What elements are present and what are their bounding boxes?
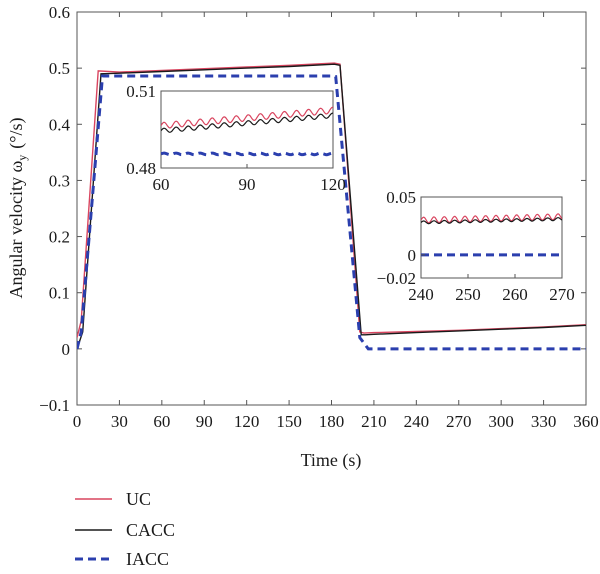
inset-y-tick-label: 0.05: [386, 188, 416, 207]
y-axis-label-subscript: y: [15, 155, 29, 161]
x-tick-label: 240: [404, 412, 430, 431]
x-tick-label: 30: [111, 412, 128, 431]
y-tick-label: 0.2: [49, 228, 70, 247]
y-tick-label: 0: [62, 340, 71, 359]
y-axis-label-unit: (°/s): [6, 117, 27, 148]
y-tick-label: 0.3: [49, 171, 70, 190]
inset-2-line-uc: [421, 213, 562, 224]
legend-item-iacc: IACC: [75, 549, 169, 569]
series-line-cacc: [77, 63, 586, 350]
x-tick-label: 210: [361, 412, 387, 431]
legend-item-uc: UC: [75, 489, 151, 509]
inset-x-tick-label: 120: [320, 175, 346, 194]
inset-x-tick-label: 260: [502, 285, 528, 304]
x-tick-label: 300: [488, 412, 514, 431]
inset-x-tick-label: 250: [455, 285, 481, 304]
x-axis-label: Time (s): [301, 450, 362, 471]
x-tick-label: 0: [73, 412, 82, 431]
x-tick-label: 150: [276, 412, 302, 431]
inset-y-tick-label: 0.48: [126, 159, 156, 178]
inset-y-tick-label: 0: [408, 246, 417, 265]
y-axis-label-main: Angular velocity ω: [6, 161, 26, 299]
y-tick-label: −0.1: [39, 396, 70, 415]
inset-1-line-cacc: [161, 112, 333, 133]
inset-x-tick-label: 270: [549, 285, 575, 304]
inset-1-background: [160, 90, 334, 169]
inset-1-ticks: 60 90 120 0.48 0.51: [126, 82, 346, 194]
inset-x-tick-label: 240: [408, 285, 434, 304]
x-tick-label: 360: [573, 412, 599, 431]
inset-1-line-uc: [161, 106, 333, 129]
inset-2-series: [421, 213, 562, 257]
y-axis-label: Angular velocity ωy (°/s): [6, 117, 29, 298]
legend-label-cacc: CACC: [126, 520, 175, 540]
x-tick-label: 90: [196, 412, 213, 431]
inset-x-tick-label: 60: [153, 175, 170, 194]
inset-1-series: [161, 106, 333, 157]
x-tick-label: 330: [531, 412, 557, 431]
x-tick-label: 60: [153, 412, 170, 431]
legend-label-iacc: IACC: [126, 549, 169, 569]
y-tick-label: 0.5: [49, 59, 70, 78]
y-tick-label: 0.1: [49, 284, 70, 303]
inset-1-line-iacc: [161, 151, 333, 157]
legend-item-cacc: CACC: [75, 520, 175, 540]
inset-x-tick-label: 90: [239, 175, 256, 194]
x-tick-label: 120: [234, 412, 260, 431]
inset-y-tick-label: −0.02: [377, 269, 416, 288]
inset-y-tick-label: 0.51: [126, 82, 156, 101]
inset-2-ticks: 240 250 260 270 −0.02 0 0.05: [377, 188, 575, 304]
inset-2-line-cacc: [421, 217, 562, 225]
legend: UC CACC IACC: [75, 489, 175, 569]
y-tick-label: 0.6: [49, 3, 70, 22]
legend-label-uc: UC: [126, 489, 151, 509]
series-line-iacc: [77, 74, 586, 351]
x-tick-label: 270: [446, 412, 472, 431]
y-tick-label: 0.4: [49, 115, 71, 134]
inset-2-background: [420, 196, 563, 279]
main-axis-ticks: 0 30 60 90 120 150 180 210 240 270 300 330 360−0.100…: [39, 3, 599, 431]
x-tick-label: 180: [319, 412, 345, 431]
main-plot-series: [77, 62, 586, 351]
